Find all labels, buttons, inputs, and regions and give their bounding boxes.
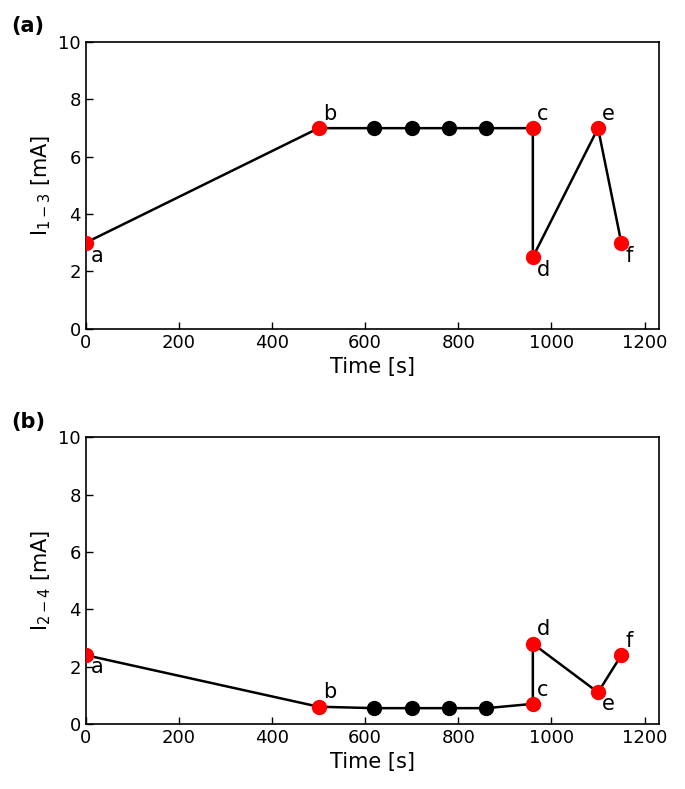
Text: c: c <box>536 104 548 124</box>
Point <box>369 702 380 715</box>
Point <box>313 122 324 134</box>
X-axis label: Time [s]: Time [s] <box>329 357 414 377</box>
Point <box>80 649 91 661</box>
Point <box>443 122 454 134</box>
Point <box>593 686 603 699</box>
Point <box>616 237 627 249</box>
Point <box>593 122 603 134</box>
Text: a: a <box>90 245 103 266</box>
Point <box>80 237 91 249</box>
Text: d: d <box>536 619 550 639</box>
Text: a: a <box>90 656 103 677</box>
Text: d: d <box>536 260 550 280</box>
X-axis label: Time [s]: Time [s] <box>329 753 414 772</box>
Point <box>481 702 492 715</box>
Text: (a): (a) <box>11 17 45 36</box>
Point <box>527 251 538 264</box>
Text: (b): (b) <box>11 412 45 432</box>
Text: b: b <box>323 682 336 702</box>
Point <box>406 122 417 134</box>
Point <box>406 702 417 715</box>
Text: f: f <box>625 245 632 266</box>
Y-axis label: I$_{2-4}$ [mA]: I$_{2-4}$ [mA] <box>29 530 53 631</box>
Text: e: e <box>601 694 614 714</box>
Point <box>527 697 538 710</box>
Point <box>313 701 324 713</box>
Point <box>369 122 380 134</box>
Text: f: f <box>625 631 632 651</box>
Point <box>443 702 454 715</box>
Text: e: e <box>601 104 614 124</box>
Text: b: b <box>323 104 336 124</box>
Point <box>481 122 492 134</box>
Point <box>527 122 538 134</box>
Point <box>527 638 538 650</box>
Y-axis label: I$_{1-3}$ [mA]: I$_{1-3}$ [mA] <box>29 135 53 236</box>
Text: c: c <box>536 679 548 700</box>
Point <box>616 649 627 661</box>
